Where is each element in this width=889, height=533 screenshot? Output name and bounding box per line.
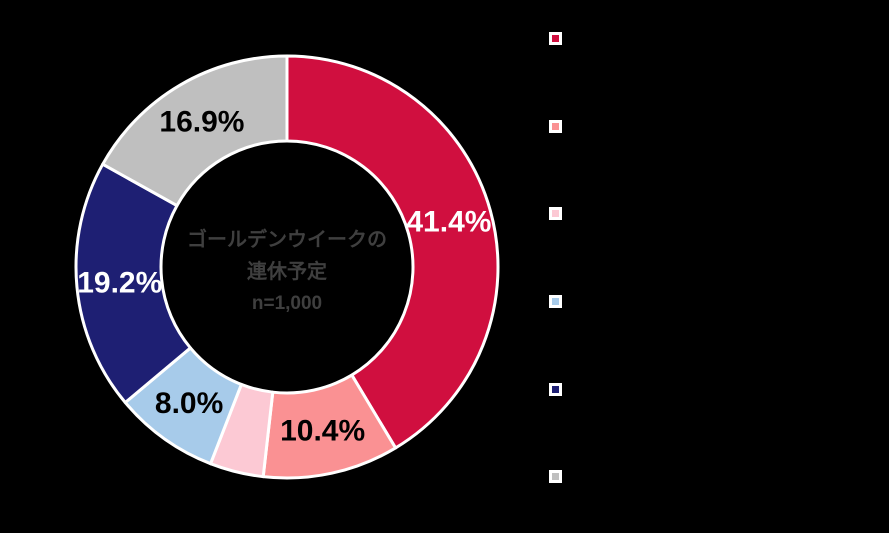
legend-item-4 [549,295,562,309]
chart-legend [549,32,562,484]
donut-segment-1 [285,54,500,450]
donut-segment-6 [101,54,289,208]
legend-marker-icon [549,382,562,396]
legend-item-2 [549,119,562,133]
center-label-sample-size: n=1,000 [251,293,323,314]
donut-label-segment-2: 10.4% [280,415,365,448]
legend-marker-icon [549,470,562,484]
donut-label-segment-1: 41.4% [406,206,491,239]
donut-segment-5 [74,162,192,405]
center-label-line2: 連休予定 [247,261,327,283]
donut-label-segment-4: 8.0% [155,387,223,420]
donut-label-segment-5: 19.2% [77,266,162,299]
legend-item-6 [549,470,562,484]
donut-label-segment-6: 16.9% [159,106,244,139]
donut-center-label: ゴールデンウイークの 連休予定 n=1,000 [187,224,387,320]
legend-marker-icon [549,207,562,221]
legend-marker-icon [549,119,562,133]
legend-item-5 [549,382,562,396]
center-label-line1: ゴールデンウイークの [187,229,387,251]
legend-item-1 [549,32,562,45]
legend-marker-icon [549,32,562,45]
legend-item-3 [549,207,562,221]
legend-marker-icon [549,295,562,309]
